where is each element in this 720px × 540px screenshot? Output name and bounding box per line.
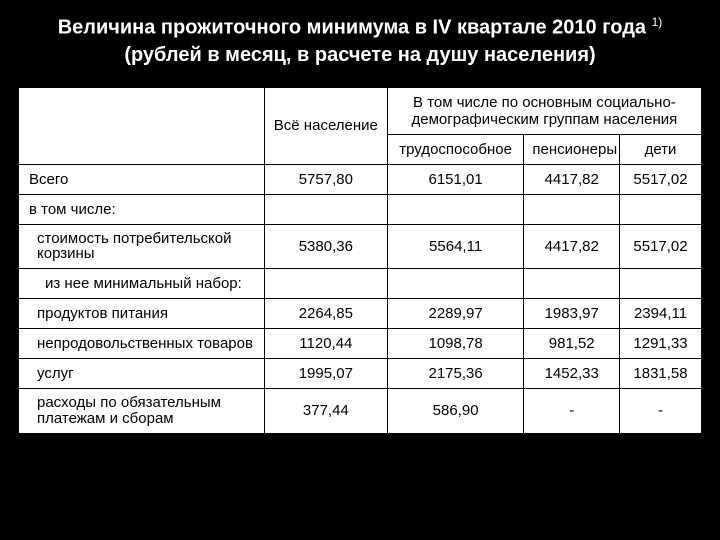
header-all-population: Всё население (264, 87, 387, 164)
row-value: - (524, 389, 620, 434)
slide: Величина прожиточного минимума в IV квар… (0, 0, 720, 540)
page-title: Величина прожиточного минимума в IV квар… (0, 0, 720, 79)
row-value: 1291,33 (620, 329, 702, 359)
title-line2: (рублей в месяц, в расчете на душу насел… (124, 44, 595, 66)
row-value: 2394,11 (620, 299, 702, 329)
row-label: расходы по обязательным платежам и сбора… (19, 389, 265, 434)
table-header-row: Всё население В том числе по основным со… (19, 87, 702, 134)
row-label: стоимость потребительской корзины (19, 224, 265, 269)
row-value: 1452,33 (524, 359, 620, 389)
row-value (387, 194, 524, 224)
row-value: 1098,78 (387, 329, 524, 359)
row-label: непродовольственных товаров (19, 329, 265, 359)
row-label: в том числе: (19, 194, 265, 224)
header-groups-caption: В том числе по основным социально-демогр… (387, 87, 701, 134)
row-label: продуктов питания (19, 299, 265, 329)
table-row: стоимость потребительской корзины5380,36… (19, 224, 702, 269)
row-value: 5517,02 (620, 164, 702, 194)
row-value (524, 194, 620, 224)
row-value: 1995,07 (264, 359, 387, 389)
header-children: дети (620, 134, 702, 164)
table-row: из нее минимальный набор: (19, 269, 702, 299)
row-value: - (620, 389, 702, 434)
row-value: 2175,36 (387, 359, 524, 389)
title-line1: Величина прожиточного минимума в IV квар… (58, 17, 652, 39)
data-table: Всё население В том числе по основным со… (18, 87, 702, 434)
header-pensioners: пенсионеры (524, 134, 620, 164)
data-table-container: Всё население В том числе по основным со… (18, 87, 702, 434)
table-body: Всего5757,806151,014417,825517,02в том ч… (19, 164, 702, 433)
row-value: 586,90 (387, 389, 524, 434)
header-able: трудоспособное (387, 134, 524, 164)
row-value (264, 269, 387, 299)
table-row: расходы по обязательным платежам и сбора… (19, 389, 702, 434)
table-row: услуг1995,072175,361452,331831,58 (19, 359, 702, 389)
row-value: 377,44 (264, 389, 387, 434)
row-value (264, 194, 387, 224)
row-value: 2264,85 (264, 299, 387, 329)
row-value: 4417,82 (524, 224, 620, 269)
row-value: 5517,02 (620, 224, 702, 269)
row-value: 2289,97 (387, 299, 524, 329)
row-label: услуг (19, 359, 265, 389)
row-value (387, 269, 524, 299)
header-empty (19, 87, 265, 164)
row-value: 1120,44 (264, 329, 387, 359)
row-value: 5564,11 (387, 224, 524, 269)
row-value (620, 194, 702, 224)
row-value: 1831,58 (620, 359, 702, 389)
row-label: из нее минимальный набор: (19, 269, 265, 299)
row-value: 981,52 (524, 329, 620, 359)
table-row: в том числе: (19, 194, 702, 224)
row-label: Всего (19, 164, 265, 194)
row-value: 5380,36 (264, 224, 387, 269)
table-row: Всего5757,806151,014417,825517,02 (19, 164, 702, 194)
row-value: 6151,01 (387, 164, 524, 194)
title-sup: 1) (652, 15, 663, 29)
table-row: непродовольственных товаров1120,441098,7… (19, 329, 702, 359)
row-value: 1983,97 (524, 299, 620, 329)
row-value (620, 269, 702, 299)
row-value: 5757,80 (264, 164, 387, 194)
row-value (524, 269, 620, 299)
table-row: продуктов питания2264,852289,971983,9723… (19, 299, 702, 329)
row-value: 4417,82 (524, 164, 620, 194)
